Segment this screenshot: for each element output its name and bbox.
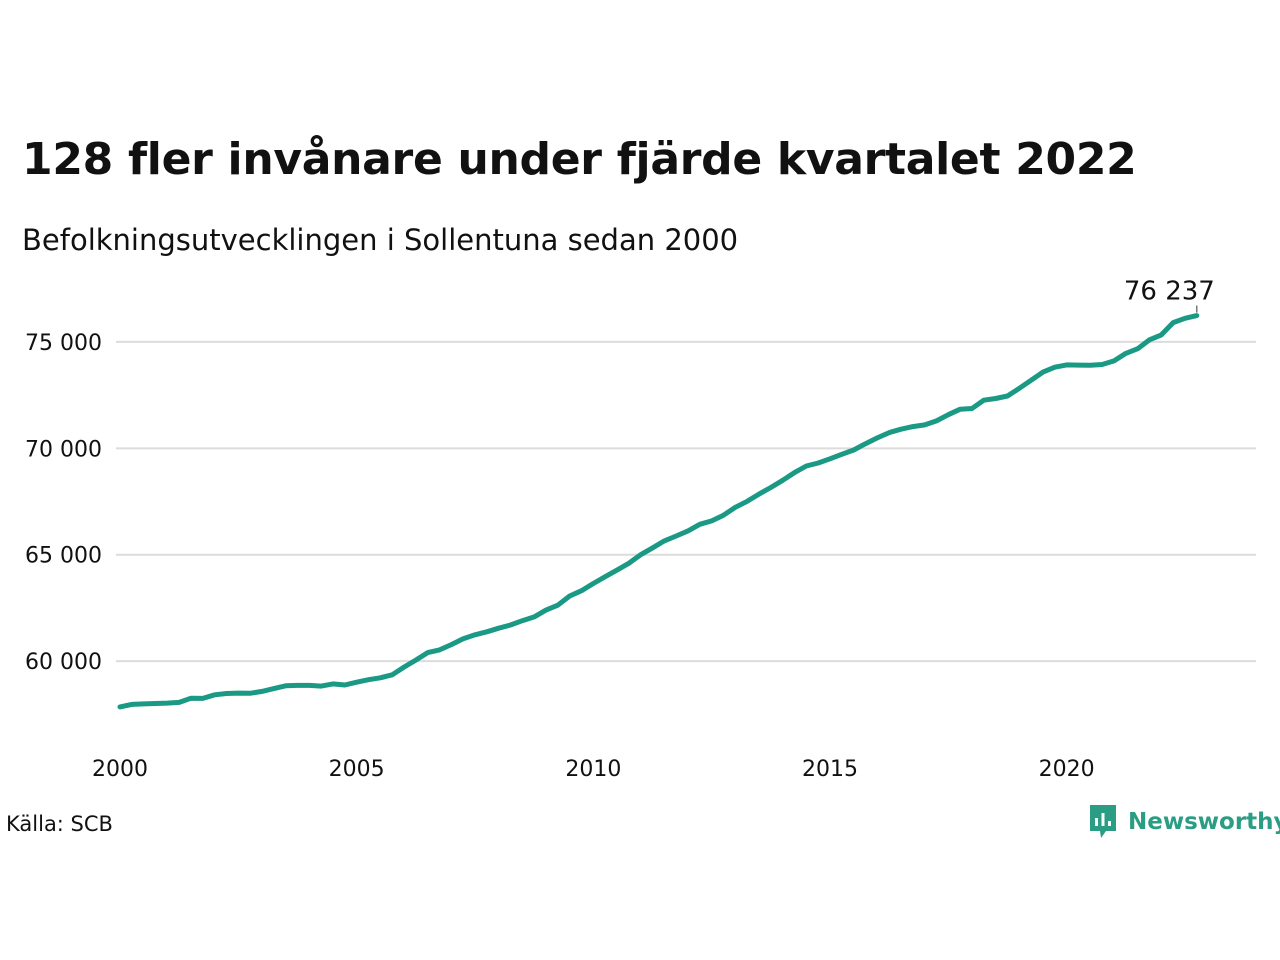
brand-logo: Newsworthy	[1088, 803, 1280, 841]
y-axis-ticks: 60 000 65 000 70 000 75 000	[25, 331, 102, 675]
series-line	[117, 313, 1200, 710]
y-tick-label: 75 000	[25, 331, 102, 356]
y-tick-label: 65 000	[25, 544, 102, 569]
x-tick-label: 2020	[1039, 757, 1095, 782]
x-tick-label: 2000	[92, 757, 148, 782]
x-tick-label: 2015	[802, 757, 858, 782]
end-annotation: 76 237	[1124, 277, 1215, 313]
x-tick-label: 2010	[565, 757, 621, 782]
series-layer	[117, 313, 1200, 710]
x-tick-label: 2005	[329, 757, 385, 782]
y-tick-label: 70 000	[25, 437, 102, 462]
newsworthy-logo-icon	[1090, 805, 1116, 838]
chart-title: 128 fler invånare under fjärde kvartalet…	[22, 134, 1137, 185]
source-note: Källa: SCB	[6, 812, 113, 836]
brand-name: Newsworthy	[1128, 809, 1280, 835]
chart-subtitle: Befolkningsutvecklingen i Sollentuna sed…	[22, 223, 739, 257]
x-axis-ticks: 2000 2005 2010 2015 2020	[92, 757, 1095, 782]
gridlines	[116, 340, 1256, 663]
end-value-label: 76 237	[1124, 277, 1215, 307]
y-tick-label: 60 000	[25, 650, 102, 675]
